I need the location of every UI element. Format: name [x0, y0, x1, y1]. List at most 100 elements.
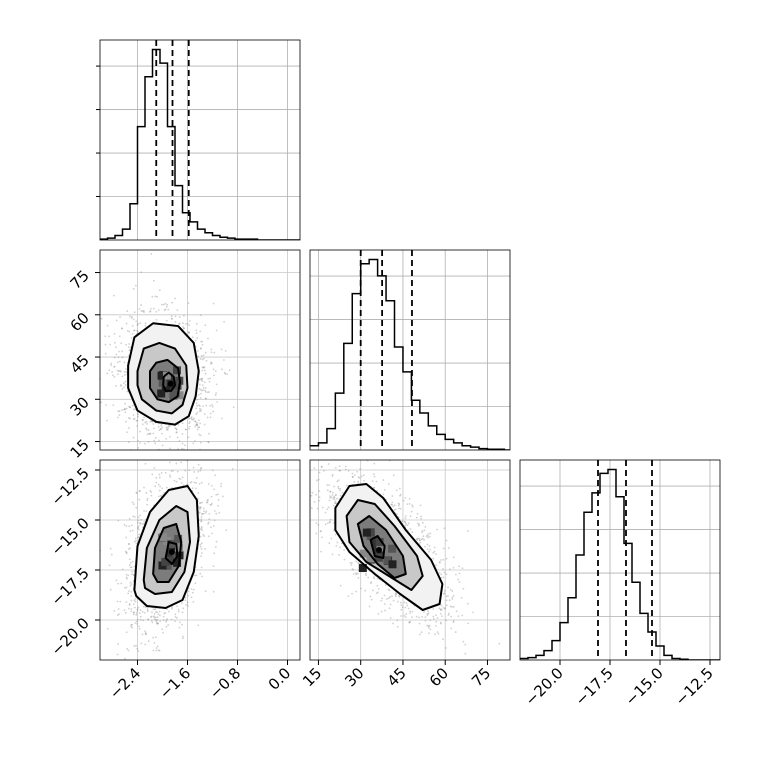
sample-point	[185, 603, 188, 606]
sample-point	[337, 485, 340, 488]
sample-point	[336, 480, 339, 483]
sample-point	[409, 612, 412, 614]
sample-point	[144, 632, 147, 635]
sample-point	[398, 595, 401, 598]
sample-point	[128, 349, 131, 352]
sample-point	[166, 608, 168, 611]
sample-point	[328, 499, 331, 502]
sample-point	[191, 336, 194, 339]
sample-point	[215, 392, 218, 395]
sample-point	[118, 360, 121, 363]
sample-point	[125, 631, 128, 634]
x-tick-label: −0.8	[206, 664, 244, 702]
sample-point	[153, 618, 156, 621]
sample-point	[156, 622, 159, 625]
sample-point	[202, 354, 205, 357]
sample-point	[133, 540, 136, 543]
sample-point	[143, 520, 146, 523]
sample-point	[199, 507, 202, 509]
sample-point	[198, 511, 201, 514]
sample-point	[457, 615, 460, 618]
sample-point	[200, 516, 203, 518]
sample-point	[192, 442, 195, 445]
sample-point	[162, 303, 165, 306]
sample-point	[147, 640, 150, 642]
sample-point	[177, 610, 180, 613]
sample-point	[161, 628, 164, 631]
density-cell	[358, 564, 367, 573]
density-cell	[171, 389, 180, 398]
sample-point	[351, 472, 354, 475]
contour-line-inner	[149, 358, 181, 404]
sample-point	[197, 470, 200, 473]
sample-point	[335, 544, 338, 547]
sample-point	[424, 545, 426, 548]
sample-point	[224, 349, 227, 352]
sample-point	[136, 329, 138, 332]
sample-point	[445, 619, 448, 622]
sample-point	[106, 372, 109, 375]
sample-point	[133, 645, 136, 647]
sample-point	[203, 535, 206, 537]
sample-point	[210, 361, 212, 364]
sample-point	[330, 537, 333, 540]
sample-point	[165, 438, 168, 440]
sample-point	[187, 331, 190, 333]
sample-point	[410, 510, 413, 513]
sample-point	[450, 615, 452, 618]
sample-point	[327, 506, 330, 509]
sample-point	[357, 480, 360, 483]
sample-point	[196, 404, 198, 407]
sample-point	[417, 537, 419, 540]
sample-point	[124, 408, 127, 410]
sample-point	[315, 532, 318, 535]
sample-point	[403, 614, 406, 617]
sample-point	[185, 428, 187, 431]
sample-point	[188, 324, 191, 327]
sample-point	[199, 422, 201, 425]
sample-point	[129, 561, 132, 564]
sample-point	[212, 565, 215, 568]
sample-point	[427, 533, 430, 535]
sample-point	[175, 431, 178, 434]
sample-point	[199, 545, 202, 548]
sample-point	[134, 606, 136, 609]
sample-point	[127, 592, 130, 595]
sample-point	[162, 451, 164, 453]
sample-point	[377, 591, 379, 594]
sample-point	[152, 432, 155, 435]
sample-point	[222, 434, 224, 436]
sample-point	[143, 416, 145, 419]
sample-point	[128, 558, 131, 561]
sample-point	[135, 644, 137, 647]
sample-point	[155, 620, 158, 623]
sample-point	[97, 382, 99, 384]
sample-point	[150, 420, 153, 423]
sample-point	[131, 623, 133, 626]
density-cell	[383, 556, 392, 565]
sample-point	[161, 487, 164, 490]
sample-point	[169, 447, 171, 450]
sample-point	[105, 419, 108, 422]
sample-point	[178, 477, 181, 480]
sample-point	[104, 335, 107, 338]
sample-point	[439, 622, 442, 625]
sample-point	[334, 500, 337, 503]
sample-point	[415, 516, 418, 519]
sample-point	[139, 615, 142, 618]
sample-point	[117, 519, 120, 522]
sample-point	[201, 501, 204, 504]
sample-point	[435, 564, 437, 567]
sample-point	[174, 320, 177, 323]
sample-point	[207, 337, 209, 340]
sample-point	[212, 410, 215, 413]
peak-marker	[167, 380, 174, 387]
sample-point	[118, 410, 121, 413]
sample-point	[146, 609, 149, 611]
density-cell	[157, 389, 166, 398]
sample-point	[113, 365, 116, 368]
sample-point	[147, 429, 150, 432]
sample-point	[136, 608, 139, 611]
sample-point	[337, 487, 340, 490]
sample-point	[122, 382, 125, 385]
